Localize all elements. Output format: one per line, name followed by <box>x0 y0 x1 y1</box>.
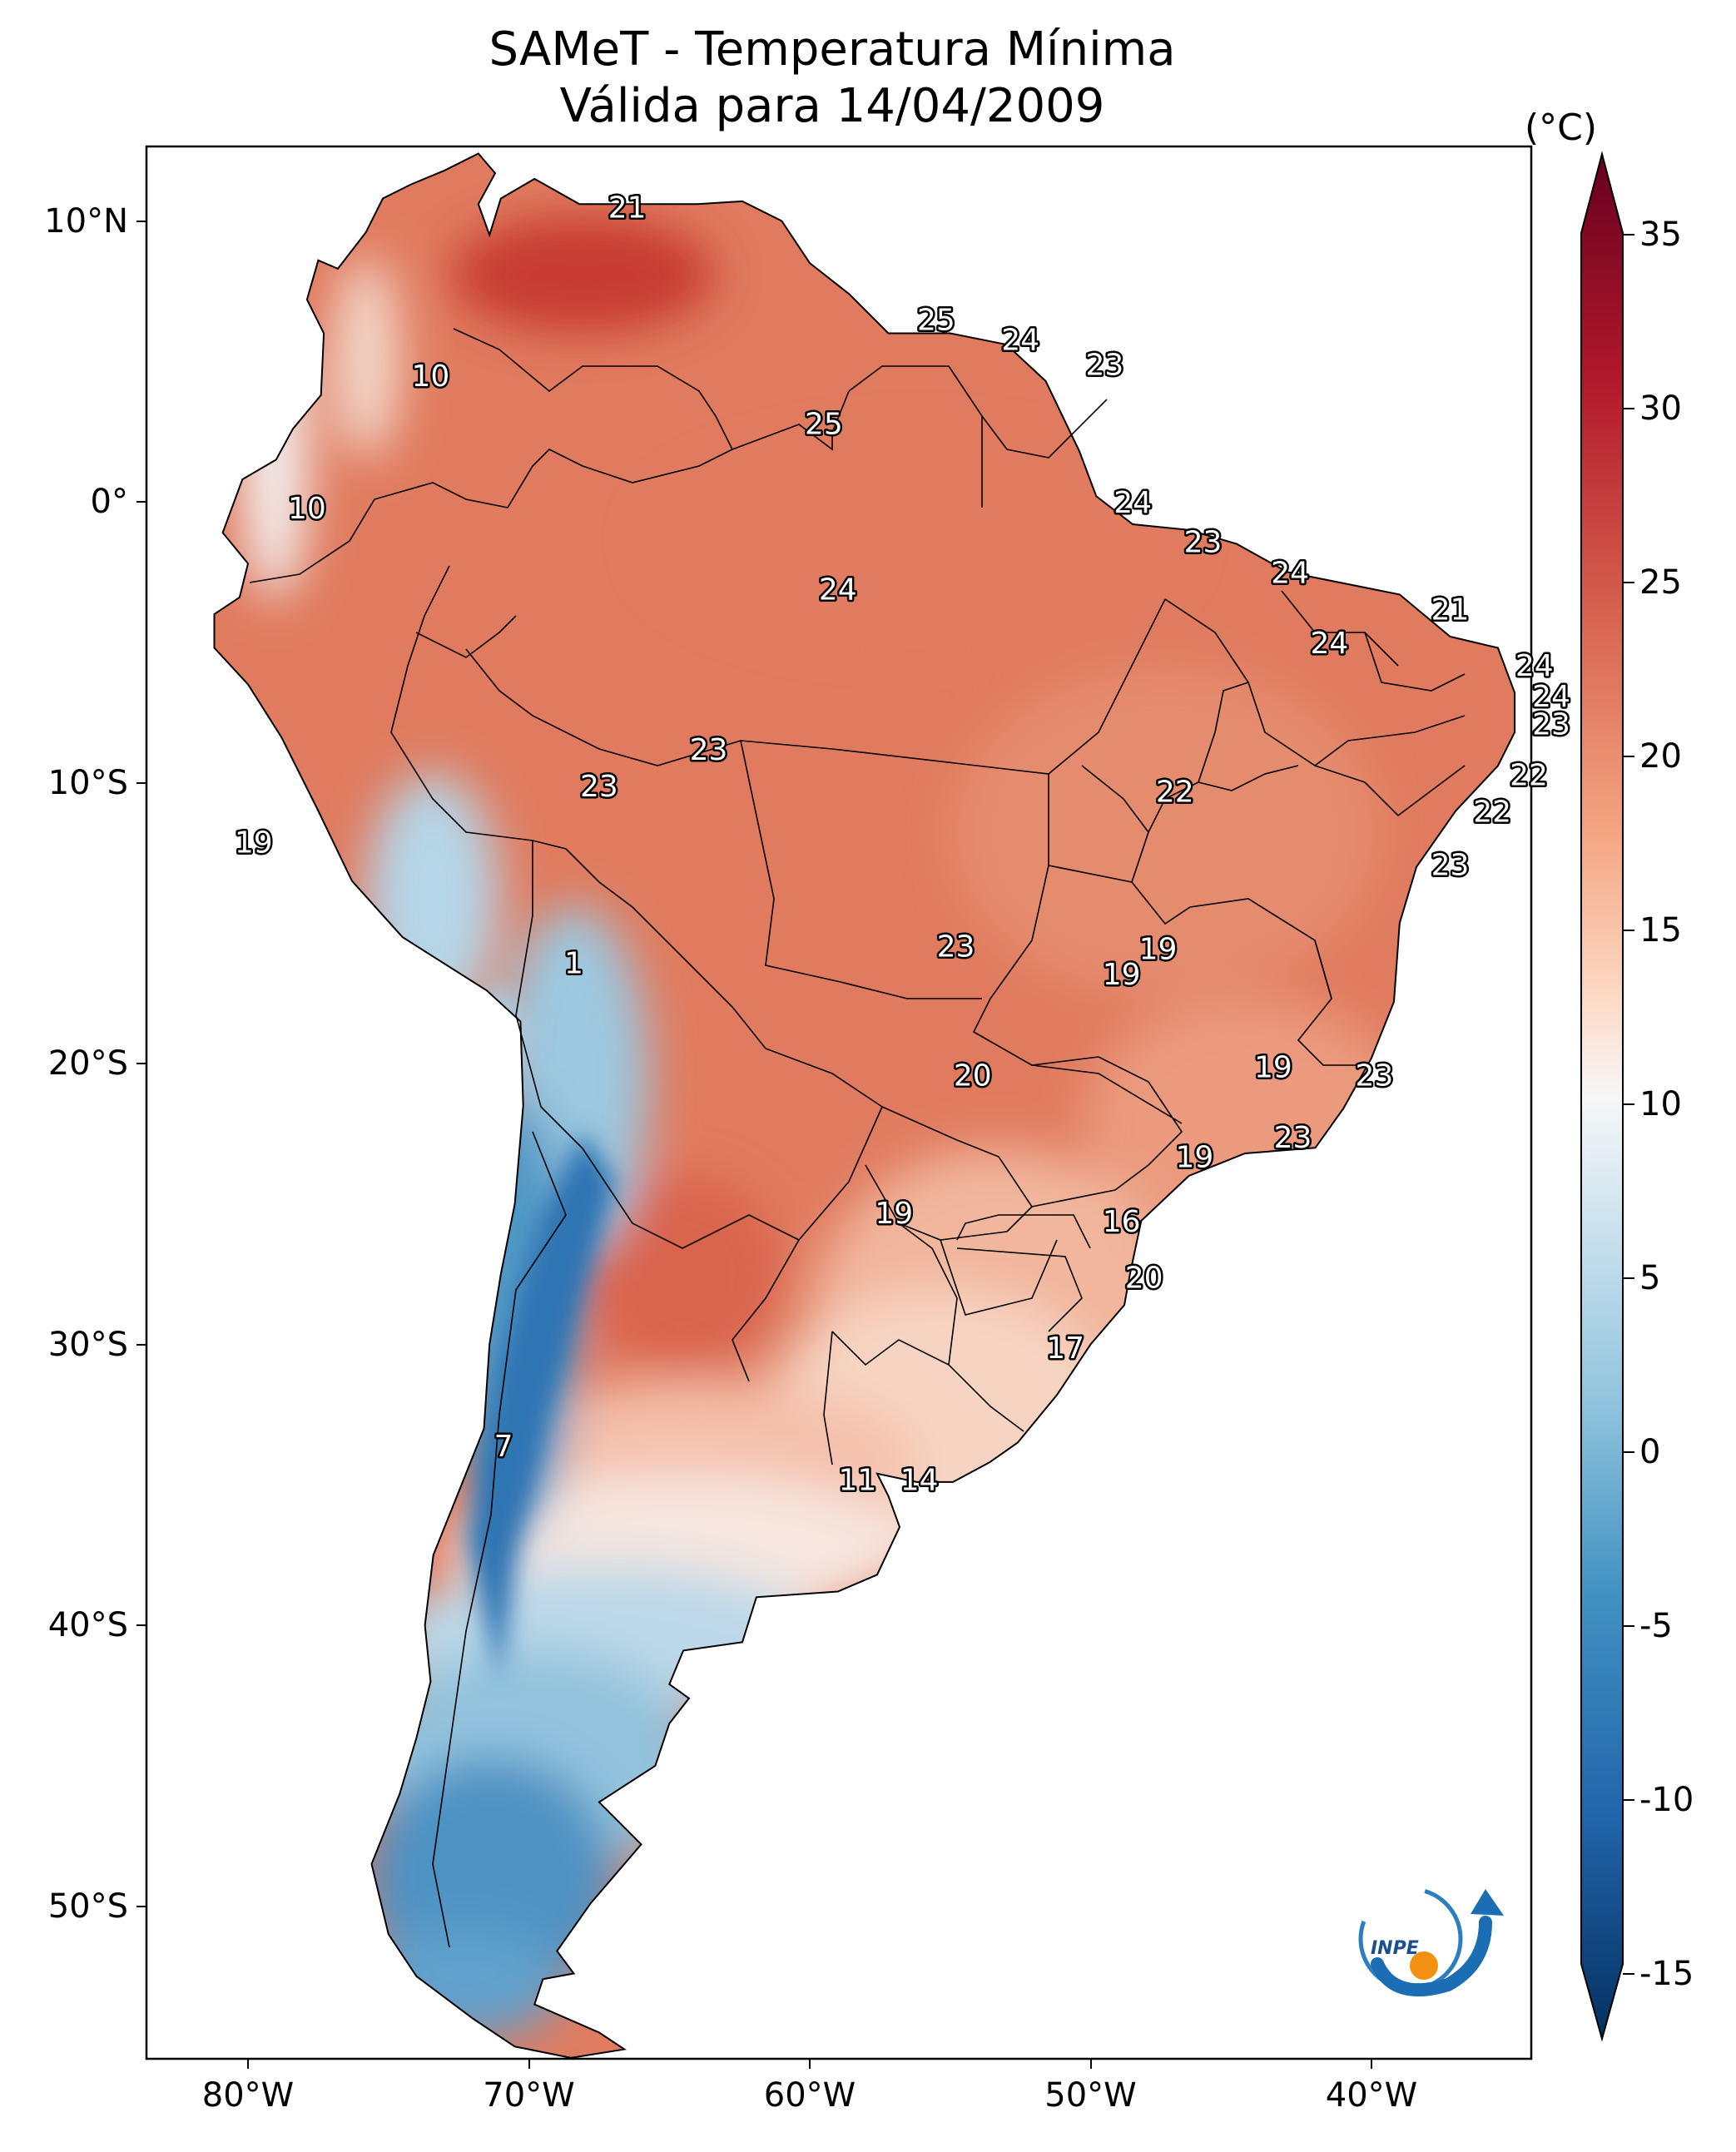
station-label: 16 <box>1103 1205 1141 1239</box>
station-label: 23 <box>1274 1121 1312 1155</box>
colorbar-body <box>1580 151 1624 2042</box>
colorbar-tick-label: 5 <box>1639 1259 1661 1297</box>
colorbar <box>1580 151 1624 2042</box>
colorbar-tick-label: 25 <box>1639 563 1682 602</box>
lon-tick-mark <box>528 2059 530 2069</box>
lon-tick-label: 60°W <box>763 2076 856 2115</box>
station-label: 25 <box>805 408 843 442</box>
colorbar-tick-mark <box>1623 1625 1634 1627</box>
station-label: 14 <box>900 1464 939 1498</box>
colorbar-unit: (°C) <box>1525 107 1598 149</box>
station-label: 24 <box>1114 486 1152 520</box>
colorbar-tick-label: 20 <box>1639 737 1682 776</box>
station-label: 23 <box>1431 848 1470 882</box>
station-label: 23 <box>1532 708 1570 742</box>
political-borders <box>249 328 1466 1948</box>
colorbar-tick-mark <box>1623 1973 1634 1975</box>
map-subtitle: Válida para 14/04/2009 <box>559 79 1105 133</box>
colorbar-tick-label: 0 <box>1639 1433 1661 1471</box>
lat-tick-label: 20°S <box>47 1044 128 1083</box>
station-label: 17 <box>1046 1331 1084 1366</box>
station-label: 21 <box>608 191 647 226</box>
station-label: 20 <box>954 1059 992 1093</box>
colorbar-tick-label: -10 <box>1639 1781 1694 1819</box>
station-label: 7 <box>494 1430 513 1464</box>
station-label: 23 <box>1184 525 1223 559</box>
lat-tick-mark <box>136 1343 146 1346</box>
station-label: 23 <box>690 733 728 767</box>
colorbar-tick-mark <box>1623 1451 1634 1453</box>
south-america-coastline <box>213 152 1516 2059</box>
colorbar-tick-mark <box>1623 1277 1634 1279</box>
lat-tick-label: 10°S <box>47 763 128 802</box>
colorbar-tick-label: -5 <box>1639 1607 1673 1645</box>
colorbar-tick-mark <box>1623 408 1634 409</box>
lon-tick-mark <box>1371 2059 1372 2069</box>
station-label: 23 <box>580 770 618 804</box>
colorbar-tick-label: 15 <box>1639 911 1682 950</box>
lat-tick-mark <box>136 220 146 222</box>
colorbar-tick-label: -15 <box>1639 1955 1694 1993</box>
lat-tick-label: 10°N <box>44 201 128 240</box>
lon-tick-mark <box>1089 2059 1092 2069</box>
inpe-logo-text: INPE <box>1371 1938 1419 1959</box>
station-label: 19 <box>1103 958 1141 992</box>
station-label: 24 <box>1310 627 1348 661</box>
station-label: 22 <box>1510 758 1548 792</box>
station-label: 21 <box>1431 593 1470 627</box>
station-label: 19 <box>235 826 273 860</box>
colorbar-tick-mark <box>1623 1799 1634 1801</box>
lat-tick-mark <box>136 501 146 503</box>
lon-tick-label: 80°W <box>201 2076 295 2115</box>
lat-tick-mark <box>136 1905 146 1907</box>
lat-tick-mark <box>136 781 146 784</box>
station-label: 19 <box>1175 1140 1213 1174</box>
colorbar-tick-mark <box>1623 1103 1634 1105</box>
station-label: 23 <box>1085 349 1123 383</box>
lat-tick-label: 0° <box>90 483 128 521</box>
station-label: 20 <box>1125 1262 1163 1296</box>
station-label: 25 <box>917 304 955 338</box>
colorbar-tick-label: 35 <box>1639 216 1682 254</box>
lat-tick-mark <box>136 1063 146 1064</box>
map-title: SAMeT - Temperatura Mínima <box>489 22 1176 77</box>
station-label: 23 <box>1355 1059 1393 1093</box>
lon-tick-mark <box>247 2059 249 2069</box>
station-label: 24 <box>1271 556 1309 590</box>
inpe-logo: INPE <box>1358 1887 1504 1997</box>
station-label: 24 <box>819 573 857 607</box>
lat-tick-label: 30°S <box>47 1325 128 1364</box>
lon-tick-mark <box>809 2059 811 2069</box>
colorbar-tick-mark <box>1623 756 1634 757</box>
lon-tick-label: 50°W <box>1044 2076 1137 2115</box>
colorbar-tick-mark <box>1623 234 1634 236</box>
station-label: 10 <box>411 359 449 394</box>
colorbar-tick-label: 10 <box>1639 1085 1682 1123</box>
station-label: 24 <box>1001 323 1039 357</box>
station-label: 11 <box>838 1464 876 1498</box>
colorbar-tick-mark <box>1623 582 1634 583</box>
station-label: 24 <box>1515 649 1554 683</box>
station-label: 22 <box>1473 795 1511 829</box>
station-label: 19 <box>1139 933 1178 967</box>
lat-tick-label: 50°S <box>47 1887 128 1926</box>
lat-tick-mark <box>136 1624 146 1626</box>
station-label: 22 <box>1156 776 1194 810</box>
station-label: 1 <box>564 947 583 981</box>
colorbar-tick-mark <box>1623 930 1634 931</box>
station-label: 23 <box>937 930 975 964</box>
lat-tick-label: 40°S <box>47 1606 128 1644</box>
station-label: 19 <box>875 1197 913 1231</box>
station-label: 24 <box>1532 680 1570 714</box>
lon-tick-label: 40°W <box>1325 2076 1418 2115</box>
lon-tick-label: 70°W <box>483 2076 575 2115</box>
station-label: 19 <box>1254 1050 1292 1084</box>
station-label: 10 <box>288 492 326 526</box>
colorbar-tick-label: 30 <box>1639 389 1682 428</box>
